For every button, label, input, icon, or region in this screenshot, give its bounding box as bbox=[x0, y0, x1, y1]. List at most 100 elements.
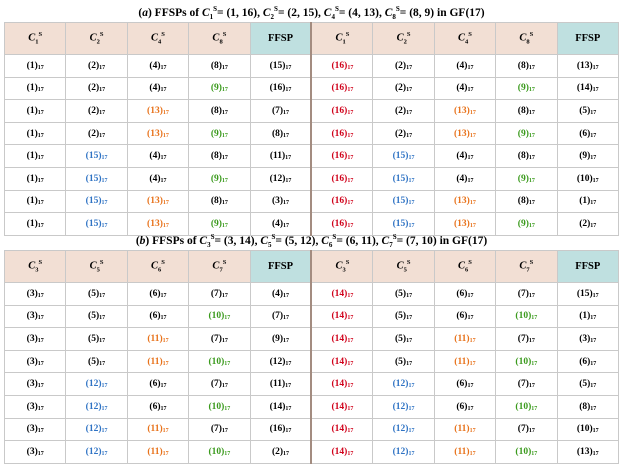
paren-close: ) bbox=[587, 401, 591, 412]
paren-open: ( bbox=[392, 424, 396, 435]
field-subscript: 17 bbox=[347, 337, 354, 344]
field-subscript: 17 bbox=[528, 132, 535, 139]
table-cell: (11)17 bbox=[126, 349, 190, 374]
table-cell: (8)17 bbox=[495, 54, 558, 78]
cell-value: (14)17 bbox=[331, 311, 353, 321]
cell-value: (1)17 bbox=[27, 129, 44, 139]
cell-value: (5)17 bbox=[88, 289, 105, 299]
element-value: 14 bbox=[272, 401, 283, 412]
element-value: 7 bbox=[213, 288, 219, 299]
paren-open: ( bbox=[517, 173, 521, 184]
paren-close: ) bbox=[525, 105, 529, 116]
element-value: 6 bbox=[459, 288, 465, 299]
field-subscript: 17 bbox=[408, 222, 415, 229]
element-value: 8 bbox=[520, 196, 526, 207]
paren-close: ) bbox=[464, 60, 468, 71]
table-cell: (2)17 bbox=[65, 76, 128, 101]
table-cell: (14)17 bbox=[310, 417, 374, 442]
table-cell: (13)17 bbox=[126, 121, 190, 146]
field-subscript: 17 bbox=[224, 360, 231, 367]
paren-open: ( bbox=[394, 105, 399, 116]
paren-close: ) bbox=[34, 401, 38, 412]
paren-close: ) bbox=[405, 379, 409, 390]
paren-close: ) bbox=[464, 288, 468, 299]
header-sub: 7 bbox=[219, 266, 223, 274]
ffsp-table-a: C1S C2S C4S C8S FFSP C1S C2S C4S C8S FFSP (1)17 (2)… bbox=[3, 22, 620, 236]
element-value: 13 bbox=[580, 60, 590, 71]
title-part: C bbox=[323, 6, 332, 19]
cell-value: (1)17 bbox=[579, 311, 596, 321]
cell-value: (14)17 bbox=[331, 357, 353, 367]
paren-open: ( bbox=[331, 128, 335, 139]
paren-open: ( bbox=[85, 424, 89, 435]
table-cell: (10)17 bbox=[188, 304, 251, 329]
header-label: FFSP bbox=[575, 33, 601, 44]
header-row: C1S C2S C4S C8S FFSP C1S C2S C4S C8S FFSP bbox=[3, 22, 620, 55]
title-part: 2 bbox=[270, 13, 275, 22]
table-cell: (4)17 bbox=[126, 144, 190, 168]
cell-value: (1)17 bbox=[27, 219, 44, 229]
header-base: C bbox=[212, 260, 220, 272]
paren-open: ( bbox=[208, 311, 212, 322]
cell-value: (1)17 bbox=[27, 174, 44, 184]
field-subscript: 17 bbox=[467, 177, 474, 184]
element-value: 6 bbox=[152, 311, 158, 322]
header-base: C bbox=[151, 32, 159, 44]
paren-open: ( bbox=[269, 60, 273, 71]
cell-value: (6)17 bbox=[456, 379, 473, 389]
table-cell: (9)17 bbox=[188, 121, 251, 146]
paren-open: ( bbox=[517, 105, 521, 116]
paren-close: ) bbox=[221, 356, 225, 367]
cell-value: (6)17 bbox=[149, 402, 166, 412]
table-cell: (11)17 bbox=[433, 440, 497, 464]
title-part: C bbox=[201, 6, 210, 19]
paren-close: ) bbox=[34, 311, 38, 322]
field-subscript: 17 bbox=[99, 292, 106, 299]
paren-open: ( bbox=[210, 151, 214, 162]
paren-close: ) bbox=[279, 196, 284, 207]
paren-close: ) bbox=[464, 379, 468, 390]
table-cell: (11)17 bbox=[249, 372, 313, 396]
table-cell: (1)17 bbox=[556, 304, 620, 329]
field-subscript: 17 bbox=[592, 64, 599, 71]
element-value: 7 bbox=[520, 288, 526, 299]
cell-value: (11)17 bbox=[147, 334, 168, 344]
element-value: 14 bbox=[334, 311, 345, 322]
table-cell: (15)17 bbox=[249, 54, 313, 78]
cell-value: (11)17 bbox=[270, 379, 291, 389]
element-value: 3 bbox=[29, 356, 35, 367]
field-subscript: 17 bbox=[467, 383, 474, 390]
element-value: 6 bbox=[459, 401, 465, 412]
cell-value: (2)17 bbox=[395, 61, 412, 71]
table-body: (3)17 (5)17 (6)17 (7)17 (4)17 (14)17 (5)17 (6)1… bbox=[3, 282, 620, 464]
paren-close: ) bbox=[344, 311, 348, 322]
paren-close: ) bbox=[464, 401, 468, 412]
cell-value: (14)17 bbox=[270, 402, 292, 412]
table-cell: (3)17 bbox=[3, 394, 67, 419]
paren-close: ) bbox=[525, 288, 529, 299]
paren-open: ( bbox=[85, 151, 89, 162]
element-value: 15 bbox=[395, 218, 406, 229]
field-subscript: 17 bbox=[528, 337, 535, 344]
cell-value: (7)17 bbox=[518, 379, 535, 389]
table-cell: (9)17 bbox=[495, 166, 558, 191]
cell-value: (14)17 bbox=[331, 424, 353, 434]
paren-open: ( bbox=[147, 105, 151, 116]
paren-close: ) bbox=[159, 356, 163, 367]
table-cell: (12)17 bbox=[249, 166, 313, 191]
table-cell: (16)17 bbox=[249, 76, 313, 101]
paren-close: ) bbox=[95, 60, 100, 71]
paren-close: ) bbox=[589, 60, 593, 71]
cell-value: (1)17 bbox=[27, 106, 44, 116]
paren-close: ) bbox=[157, 288, 161, 299]
field-subscript: 17 bbox=[160, 177, 167, 184]
field-subscript: 17 bbox=[160, 64, 167, 71]
title-part: C bbox=[199, 234, 208, 247]
header-sup: S bbox=[38, 259, 43, 267]
cell-value: (15)17 bbox=[393, 174, 415, 184]
field-subscript: 17 bbox=[467, 87, 474, 94]
table-cell: (3)17 bbox=[3, 440, 67, 464]
cell-value: (3)17 bbox=[27, 334, 44, 344]
table-cell: (13)17 bbox=[126, 189, 190, 214]
element-value: 12 bbox=[272, 356, 283, 367]
